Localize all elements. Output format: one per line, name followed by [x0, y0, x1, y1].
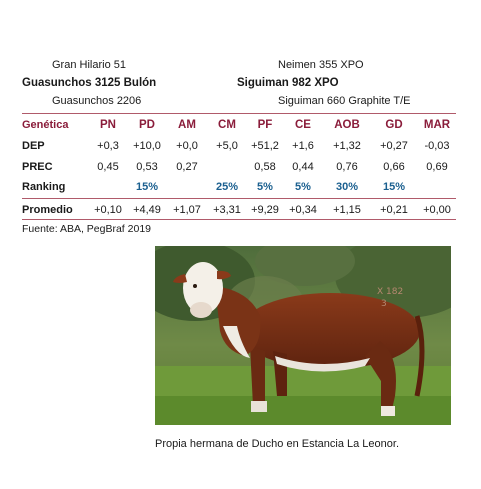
- table-header-genetica: Genética: [22, 119, 69, 131]
- right-animal-name: Siguiman 982 XPO: [237, 77, 339, 89]
- table-cell: 0,44: [292, 161, 314, 173]
- row-label-promedio: Promedio: [22, 204, 73, 216]
- table-cell: +51,2: [251, 140, 279, 152]
- table-header-pf: PF: [257, 119, 273, 131]
- table-header-mar: MAR: [423, 119, 451, 131]
- table-bottom-rule: [22, 219, 456, 220]
- row-label-dep: DEP: [22, 140, 45, 152]
- hereford-heifer-photo: X 182 3: [155, 246, 451, 425]
- source-note: Fuente: ABA, PegBraf 2019: [22, 223, 152, 235]
- table-header-am: AM: [178, 119, 196, 131]
- table-cell: +1,15: [333, 204, 361, 216]
- table-header-cm: CM: [218, 119, 236, 131]
- table-cell: 0,45: [97, 161, 119, 173]
- table-cell: -0,03: [424, 140, 450, 152]
- photo-caption: Propia hermana de Ducho en Estancia La L…: [155, 438, 399, 450]
- table-cell: 15%: [382, 181, 406, 193]
- table-cell: 0,69: [426, 161, 448, 173]
- left-animal-name: Guasunchos 3125 Bulón: [22, 77, 157, 89]
- table-cell: 0,76: [336, 161, 358, 173]
- table-header-gd: GD: [385, 119, 403, 131]
- table-top-rule: [22, 113, 456, 114]
- row-label-prec: PREC: [22, 161, 53, 173]
- left-dam: Guasunchos 2206: [52, 95, 142, 107]
- table-cell: +0,21: [380, 204, 408, 216]
- table-header-aob: AOB: [334, 119, 360, 131]
- table-cell: +0,34: [289, 204, 317, 216]
- row-label-ranking: Ranking: [22, 181, 66, 193]
- right-sire: Neimen 355 XPO: [278, 59, 364, 71]
- table-cell: +1,32: [333, 140, 361, 152]
- table-cell: +9,29: [251, 204, 279, 216]
- table-cell: +0,0: [176, 140, 198, 152]
- table-cell: +0,00: [423, 204, 451, 216]
- table-header-ce: CE: [295, 119, 311, 131]
- table-header-pn: PN: [100, 119, 116, 131]
- table-cell: 30%: [335, 181, 359, 193]
- table-cell: 25%: [215, 181, 239, 193]
- right-dam: Siguiman 660 Graphite T/E: [278, 95, 411, 107]
- cow-illustration: X 182 3: [155, 246, 451, 425]
- table-mid-rule: [22, 198, 456, 199]
- table-header-pd: PD: [139, 119, 155, 131]
- table-cell: +1,6: [292, 140, 314, 152]
- table-cell: +3,31: [213, 204, 241, 216]
- table-cell: +10,0: [133, 140, 161, 152]
- table-cell: 0,58: [254, 161, 276, 173]
- svg-text:3: 3: [381, 299, 387, 309]
- table-cell: 0,53: [136, 161, 158, 173]
- table-cell: 5%: [295, 181, 311, 193]
- table-cell: +5,0: [216, 140, 238, 152]
- table-cell: +0,27: [380, 140, 408, 152]
- table-cell: +4,49: [133, 204, 161, 216]
- table-cell: +0,3: [97, 140, 119, 152]
- table-cell: +0,10: [94, 204, 122, 216]
- table-cell: 0,66: [383, 161, 405, 173]
- table-cell: +1,07: [173, 204, 201, 216]
- svg-text:X 182: X 182: [377, 287, 403, 297]
- left-sire: Gran Hilario 51: [52, 59, 126, 71]
- table-cell: 5%: [257, 181, 273, 193]
- table-cell: 0,27: [176, 161, 198, 173]
- table-cell: 15%: [135, 181, 159, 193]
